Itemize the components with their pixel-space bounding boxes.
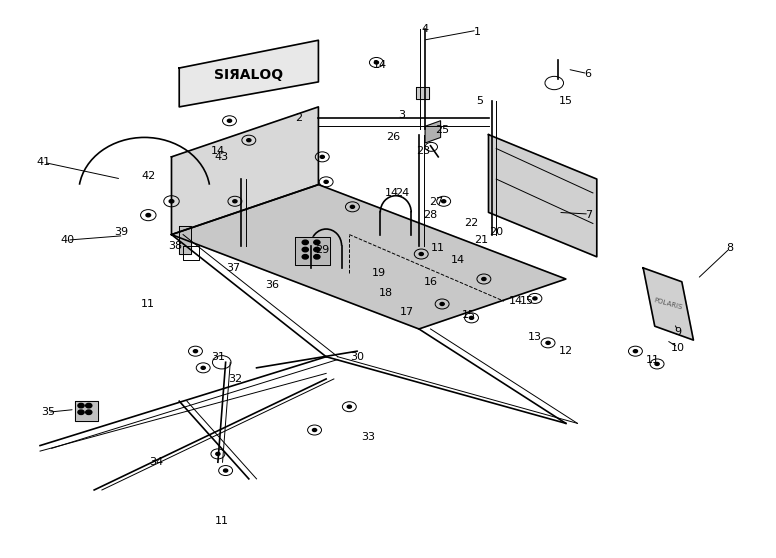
Circle shape [146,214,151,217]
Polygon shape [179,226,191,254]
Text: 20: 20 [489,227,504,237]
Text: 13: 13 [528,333,542,342]
Text: 15: 15 [462,310,476,320]
Circle shape [169,200,174,203]
Text: 36: 36 [265,280,279,290]
Circle shape [223,469,227,472]
Circle shape [533,297,537,300]
Text: 41: 41 [36,157,51,167]
Circle shape [233,200,237,203]
Text: 15: 15 [559,97,573,107]
Text: 31: 31 [211,352,225,362]
Text: 30: 30 [350,352,364,362]
Text: 43: 43 [215,152,229,162]
Text: 16: 16 [424,277,438,287]
Text: 24: 24 [395,188,409,198]
Text: 4: 4 [421,24,428,34]
Circle shape [469,316,473,319]
Text: 18: 18 [379,288,393,298]
Text: 37: 37 [227,263,241,273]
Text: 5: 5 [476,97,483,107]
Circle shape [320,155,324,158]
Text: POLARIS: POLARIS [653,297,683,311]
Text: 10: 10 [671,343,685,353]
Text: 40: 40 [60,235,74,245]
Text: SIЯALОQ: SIЯALОQ [214,68,283,81]
Text: 8: 8 [726,243,733,253]
Text: 14: 14 [211,146,225,156]
Polygon shape [489,134,597,257]
Text: 17: 17 [400,307,414,318]
Polygon shape [416,88,429,99]
Circle shape [313,429,317,431]
Circle shape [324,180,328,184]
Text: 9: 9 [674,327,681,336]
Text: 33: 33 [362,432,376,442]
Circle shape [85,410,92,415]
Text: 23: 23 [416,146,430,156]
Circle shape [482,277,486,281]
Text: 28: 28 [424,210,438,220]
Circle shape [314,240,320,244]
Text: 21: 21 [474,235,489,245]
Circle shape [350,205,355,208]
Text: 1: 1 [473,27,480,37]
Circle shape [85,403,92,408]
Text: 42: 42 [141,171,155,181]
Text: 25: 25 [435,125,449,135]
Text: 27: 27 [429,198,443,208]
Polygon shape [171,107,318,234]
Text: 19: 19 [372,268,386,278]
Polygon shape [179,40,318,107]
Polygon shape [643,268,694,340]
Circle shape [193,350,198,353]
Polygon shape [425,121,441,143]
Text: 3: 3 [398,110,405,120]
Text: 22: 22 [464,219,479,228]
Text: 26: 26 [386,132,400,142]
Circle shape [347,405,352,408]
Circle shape [314,254,320,259]
Text: 11: 11 [646,354,660,364]
Circle shape [655,363,659,365]
Text: 14: 14 [508,296,523,306]
Polygon shape [171,185,566,329]
Text: 29: 29 [315,244,329,254]
Text: 7: 7 [585,210,593,220]
Text: 14: 14 [373,60,387,70]
Text: 12: 12 [559,346,573,356]
Circle shape [302,254,308,259]
Circle shape [247,139,251,142]
Text: 2: 2 [296,113,303,123]
Circle shape [633,350,638,353]
Text: 14: 14 [385,188,399,198]
Circle shape [78,403,84,408]
Polygon shape [74,401,98,421]
Text: 32: 32 [228,374,242,384]
Circle shape [442,200,445,203]
Text: 14: 14 [451,254,465,264]
Circle shape [546,341,550,344]
Circle shape [440,302,444,305]
Text: 15: 15 [520,296,534,306]
Circle shape [302,247,308,252]
Text: 39: 39 [114,227,128,237]
Text: 38: 38 [168,240,182,251]
Text: 6: 6 [584,69,591,79]
Text: 11: 11 [215,516,229,526]
Circle shape [227,119,231,122]
Circle shape [302,240,308,244]
Polygon shape [295,237,330,265]
Text: 35: 35 [41,407,55,417]
Circle shape [314,247,320,252]
Circle shape [78,410,84,415]
Circle shape [419,253,424,256]
Circle shape [374,61,379,64]
Text: 11: 11 [431,243,445,253]
Text: 34: 34 [149,457,163,467]
Circle shape [216,453,220,455]
Circle shape [201,367,206,369]
Text: 11: 11 [141,299,155,309]
